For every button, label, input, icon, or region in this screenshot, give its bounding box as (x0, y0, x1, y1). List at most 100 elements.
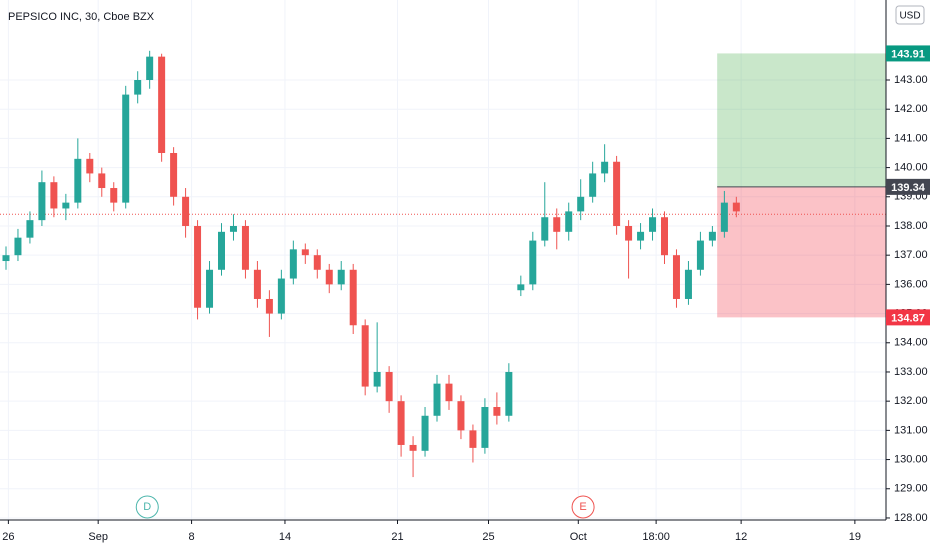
candle-body (98, 173, 106, 189)
candle-body (38, 182, 46, 221)
x-tick-label: Sep (88, 531, 108, 543)
y-tick-label: 130.00 (894, 453, 928, 465)
x-tick-label: 26 (2, 531, 14, 543)
candle-body (696, 240, 704, 270)
event-label[interactable]: E (579, 501, 586, 513)
event-marker[interactable] (571, 495, 595, 519)
candle-body (337, 269, 345, 285)
candle-body (206, 269, 214, 308)
candle-body (229, 225, 237, 232)
candle-body (601, 161, 609, 174)
candle-body (517, 284, 525, 291)
x-tick-label: Oct (570, 531, 587, 543)
candle-body (732, 202, 740, 212)
candle-body (649, 217, 657, 232)
y-tick-label: 141.00 (894, 132, 928, 144)
candle-body (589, 173, 597, 197)
candle-body (170, 152, 178, 197)
x-tick-label: 14 (279, 531, 291, 543)
x-tick-label: 18:00 (642, 531, 670, 543)
candle-body (481, 407, 489, 448)
candle-body (182, 196, 190, 226)
candle-body (445, 383, 453, 402)
y-tick-label: 142.00 (894, 103, 928, 115)
price-badge-label: 139.34 (891, 182, 926, 194)
candle-body (218, 231, 225, 270)
candle-body (62, 202, 70, 209)
candle-body (361, 325, 369, 387)
candle-body (122, 94, 130, 203)
candle-body (301, 249, 309, 256)
y-tick-label: 134.00 (894, 337, 928, 349)
event-marker[interactable] (135, 495, 159, 519)
y-tick-label: 128.00 (894, 512, 928, 524)
candle-body (637, 231, 645, 241)
y-tick-label: 132.00 (894, 395, 928, 407)
candle-body (110, 188, 118, 203)
candle-body (421, 415, 429, 451)
x-tick-label: 12 (735, 531, 747, 543)
candle-body (409, 444, 417, 451)
y-tick-label: 137.00 (894, 249, 928, 261)
candle-body (565, 211, 573, 232)
y-tick-label: 136.00 (894, 278, 928, 290)
x-tick-label: 8 (189, 531, 195, 543)
candle-body (14, 237, 22, 256)
candle-body (661, 217, 668, 256)
price-badge-label: 143.91 (891, 48, 925, 60)
candle-body (373, 371, 381, 387)
candle-body (2, 255, 10, 262)
candle-body (50, 182, 58, 209)
candle-body (577, 196, 585, 212)
candle-body (253, 269, 261, 299)
candle-body (194, 225, 202, 308)
candle-body (505, 371, 513, 416)
candle-body (74, 158, 82, 203)
profit-zone (717, 53, 886, 187)
y-tick-label: 133.00 (894, 366, 928, 378)
y-tick-label: 140.00 (894, 161, 928, 173)
candle-body (86, 158, 94, 174)
candle-body (493, 407, 501, 416)
candle-body (529, 240, 537, 285)
y-tick-label: 129.00 (894, 483, 928, 495)
x-tick-label: 25 (482, 531, 494, 543)
event-label[interactable]: D (143, 501, 151, 513)
candle-body (433, 383, 441, 416)
candle-body (241, 225, 249, 270)
candle-body (146, 56, 154, 80)
x-tick-label: 21 (391, 531, 403, 543)
price-badge (886, 309, 930, 326)
loss-zone (717, 186, 886, 318)
currency-label[interactable]: USD (899, 11, 920, 22)
y-tick-label: 138.00 (894, 220, 928, 232)
candle-body (385, 371, 393, 402)
currency-button[interactable] (895, 5, 925, 25)
candle-body (613, 161, 621, 226)
candle-body (469, 430, 477, 448)
candle-body (625, 225, 633, 241)
candle-body (457, 401, 465, 431)
x-tick-label: 19 (849, 531, 861, 543)
candle-body (277, 278, 285, 314)
chart-title: PEPSICO INC, 30, Cboe BZX (8, 11, 155, 23)
candle-body (397, 401, 405, 445)
price-badge-label: 134.87 (891, 312, 925, 324)
candle-body (553, 217, 561, 232)
candle-body (158, 56, 166, 153)
y-tick-label: 143.00 (894, 74, 928, 86)
candle-body (541, 217, 549, 241)
candle-body (313, 255, 321, 270)
candle-body (672, 255, 680, 299)
candle-body (684, 269, 692, 299)
candle-body (708, 231, 716, 241)
candle-body (325, 269, 333, 285)
candle-body (134, 80, 142, 95)
candle-body (26, 220, 34, 238)
candle-body (265, 298, 273, 314)
y-tick-label: 131.00 (894, 424, 928, 436)
candle-body (349, 269, 357, 326)
candle-body (720, 202, 728, 232)
price-badge (886, 178, 930, 195)
